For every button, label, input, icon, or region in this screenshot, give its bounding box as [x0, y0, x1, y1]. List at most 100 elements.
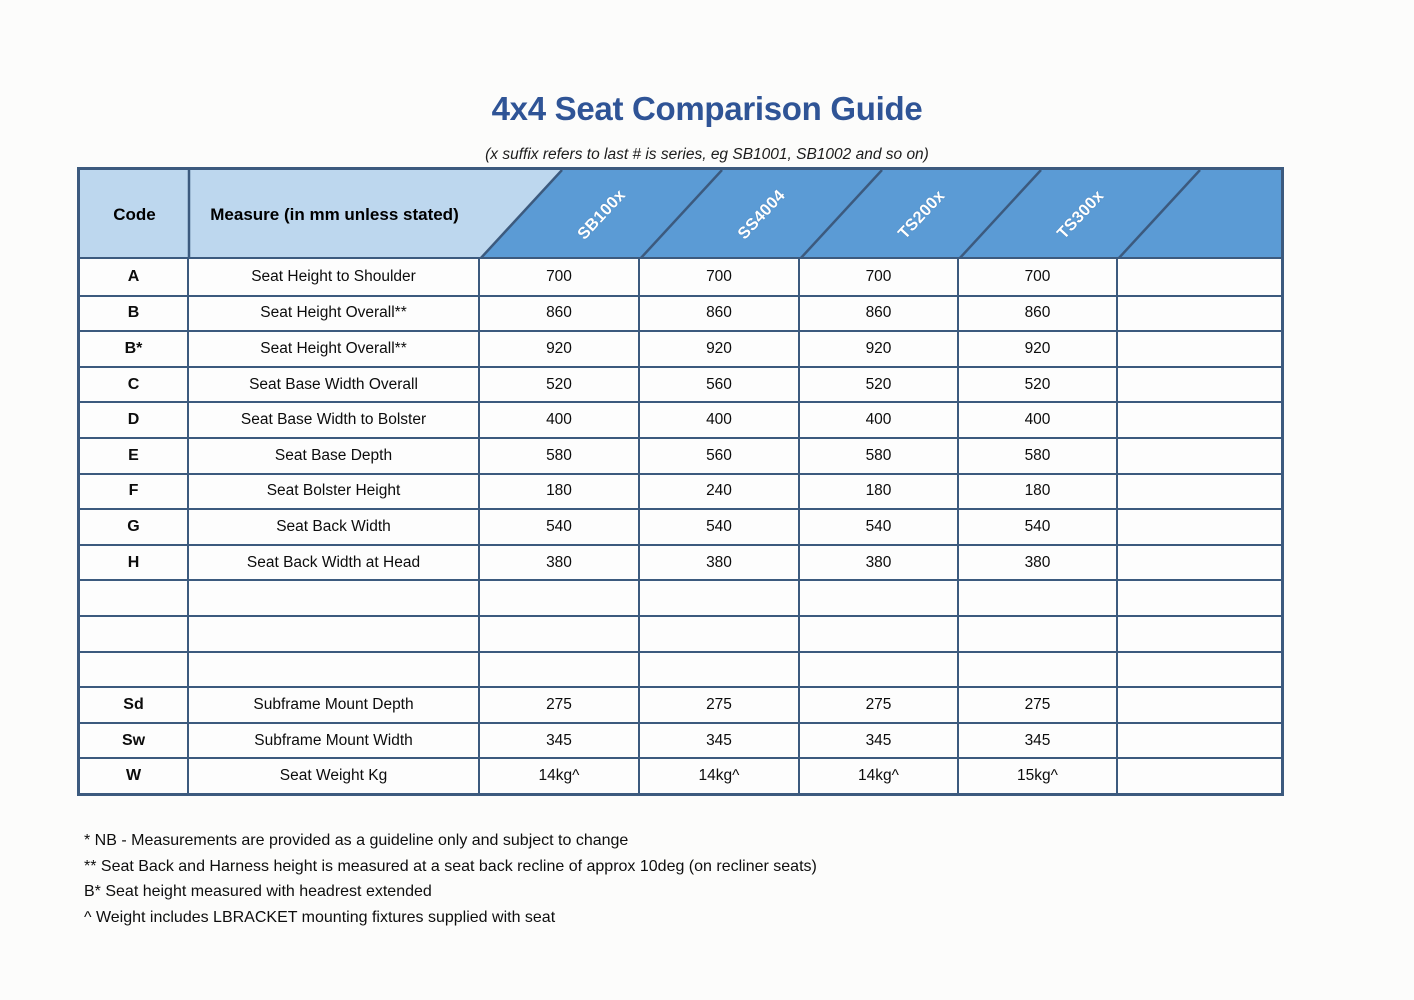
value-cell: 540	[800, 508, 959, 544]
value-cell	[959, 614, 1118, 651]
value-cell: 540	[480, 508, 640, 544]
measure-cell: Seat Base Width to Bolster	[189, 401, 480, 437]
table-row: C Seat Base Width Overall 520 560 520 520	[80, 365, 1281, 402]
value-cell: 275	[480, 686, 640, 722]
value-cell	[1118, 365, 1281, 402]
value-cell: 380	[640, 543, 800, 580]
value-cell: 380	[480, 543, 640, 580]
value-cell: 400	[480, 401, 640, 437]
value-cell	[1118, 686, 1281, 722]
value-cell: 345	[480, 721, 640, 758]
value-cell	[480, 579, 640, 615]
code-cell	[80, 579, 189, 615]
measure-cell: Seat Back Width	[189, 508, 480, 544]
measure-cell	[189, 579, 480, 615]
table-body: A Seat Height to Shoulder 700 700 700 700 B Sea…	[80, 259, 1281, 793]
value-cell: 920	[800, 330, 959, 366]
value-cell	[1118, 508, 1281, 544]
comparison-table: Code Measure (in mm unless stated) SB100…	[77, 167, 1284, 796]
value-cell: 920	[640, 330, 800, 366]
table-row: F Seat Bolster Height 180 240 180 180	[80, 472, 1281, 509]
value-cell: 380	[800, 543, 959, 580]
table-row	[80, 579, 1281, 615]
value-cell: 240	[640, 472, 800, 509]
value-cell	[1118, 436, 1281, 473]
table-row: B Seat Height Overall** 860 860 860 860	[80, 294, 1281, 331]
value-cell: 345	[800, 721, 959, 758]
value-cell: 920	[959, 330, 1118, 366]
value-cell: 345	[640, 721, 800, 758]
measure-cell: Seat Base Depth	[189, 436, 480, 473]
value-cell: 920	[480, 330, 640, 366]
value-cell: 15kg^	[959, 757, 1118, 793]
value-cell: 700	[480, 259, 640, 295]
footnote-headrest: B* Seat height measured with headrest ex…	[84, 883, 432, 900]
footnote-guideline: * NB - Measurements are provided as a gu…	[84, 832, 629, 849]
value-cell: 180	[959, 472, 1118, 509]
value-cell	[640, 614, 800, 651]
value-cell: 580	[800, 436, 959, 473]
value-cell	[1118, 650, 1281, 687]
value-cell: 860	[959, 294, 1118, 331]
table-row: G Seat Back Width 540 540 540 540	[80, 508, 1281, 544]
code-cell: Sw	[80, 721, 189, 758]
measure-cell: Seat Weight Kg	[189, 757, 480, 793]
value-cell: 180	[800, 472, 959, 509]
code-cell: D	[80, 401, 189, 437]
value-cell: 860	[800, 294, 959, 331]
value-cell: 540	[640, 508, 800, 544]
measure-cell: Seat Height to Shoulder	[189, 259, 480, 295]
value-cell	[1118, 472, 1281, 509]
measure-cell: Seat Base Width Overall	[189, 365, 480, 402]
value-cell	[1118, 579, 1281, 615]
table-row: Sd Subframe Mount Depth 275 275 275 275	[80, 686, 1281, 722]
value-cell	[959, 579, 1118, 615]
value-cell: 14kg^	[480, 757, 640, 793]
code-cell: A	[80, 259, 189, 295]
code-cell: G	[80, 508, 189, 544]
value-cell	[1118, 757, 1281, 793]
value-cell	[1118, 721, 1281, 758]
code-cell: H	[80, 543, 189, 580]
value-cell	[959, 650, 1118, 687]
measure-cell: Seat Height Overall**	[189, 294, 480, 331]
code-cell: E	[80, 436, 189, 473]
page-title: 4x4 Seat Comparison Guide	[491, 90, 923, 127]
table-header: Code Measure (in mm unless stated) SB100…	[80, 170, 1281, 259]
value-cell: 860	[480, 294, 640, 331]
measure-cell: Seat Back Width at Head	[189, 543, 480, 580]
value-cell: 580	[959, 436, 1118, 473]
value-cell	[640, 579, 800, 615]
table-row: D Seat Base Width to Bolster 400 400 400 400	[80, 401, 1281, 437]
footnote-weight: ^ Weight includes LBRACKET mounting fixt…	[84, 908, 556, 926]
measure-cell: Seat Height Overall**	[189, 330, 480, 366]
value-cell	[1118, 543, 1281, 580]
value-cell: 380	[959, 543, 1118, 580]
value-cell: 700	[640, 259, 800, 295]
value-cell: 700	[959, 259, 1118, 295]
value-cell	[1118, 330, 1281, 366]
value-cell: 400	[640, 401, 800, 437]
value-cell	[480, 650, 640, 687]
value-cell: 275	[959, 686, 1118, 722]
value-cell: 400	[800, 401, 959, 437]
table-row: H Seat Back Width at Head 380 380 380 380	[80, 543, 1281, 580]
value-cell	[1118, 294, 1281, 331]
value-cell: 560	[640, 365, 800, 402]
measure-cell: Subframe Mount Depth	[189, 686, 480, 722]
value-cell	[1118, 259, 1281, 295]
value-cell: 520	[480, 365, 640, 402]
measure-cell	[189, 614, 480, 651]
value-cell: 700	[800, 259, 959, 295]
code-cell: B	[80, 294, 189, 331]
value-cell	[1118, 401, 1281, 437]
table-row: Sw Subframe Mount Width 345 345 345 345	[80, 721, 1281, 758]
value-cell	[1118, 614, 1281, 651]
value-cell: 560	[640, 436, 800, 473]
value-cell: 275	[800, 686, 959, 722]
table-row	[80, 614, 1281, 651]
value-cell: 275	[640, 686, 800, 722]
value-cell: 345	[959, 721, 1118, 758]
footnote-recline: ** Seat Back and Harness height is measu…	[84, 857, 817, 875]
